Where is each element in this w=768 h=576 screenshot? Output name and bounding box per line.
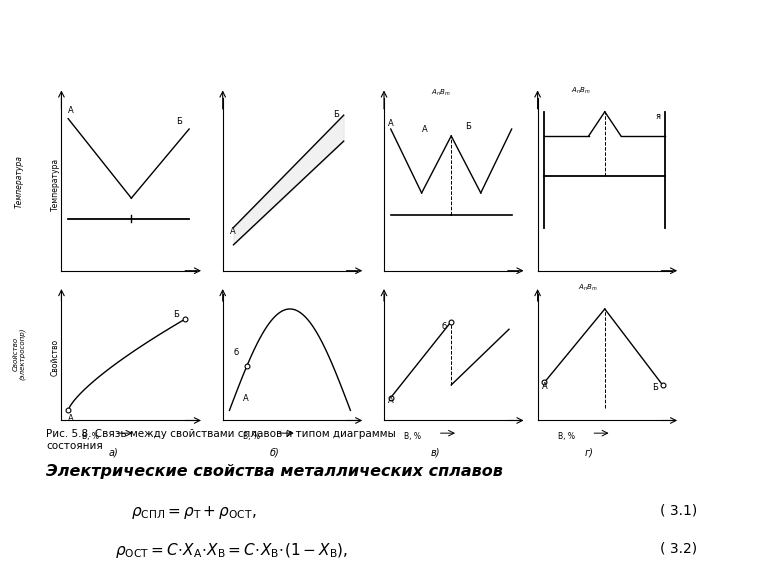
Text: $A_nB_m$: $A_nB_m$	[578, 283, 598, 293]
Text: Электрические свойства металлических сплавов: Электрические свойства металлических спл…	[46, 464, 503, 479]
Text: A: A	[68, 414, 74, 423]
Text: Б: Б	[333, 109, 339, 119]
Text: я: я	[656, 112, 661, 120]
Text: Рис. 5.8. Связь между свойствами сплавов и типом диаграммы
состояния: Рис. 5.8. Связь между свойствами сплавов…	[46, 429, 396, 450]
Text: Б: Б	[173, 309, 179, 319]
Text: A: A	[422, 126, 427, 134]
Text: A: A	[230, 227, 235, 236]
Text: A: A	[541, 382, 548, 391]
Text: $\rho_{\rm ОСТ} = C \!\cdot\! X_{\rm А} \!\cdot\! X_{\rm В} = C \!\cdot\! X_{\rm: $\rho_{\rm ОСТ} = C \!\cdot\! X_{\rm А} …	[115, 541, 349, 560]
Text: в): в)	[431, 448, 441, 458]
Text: $A_nB_m$: $A_nB_m$	[431, 88, 451, 98]
Text: A: A	[68, 106, 74, 115]
Text: A: A	[388, 119, 394, 127]
Text: ( 3.2): ( 3.2)	[660, 541, 697, 555]
Text: $\rho_{\rm СПЛ} = \rho_{\rm Т} + \rho_{\rm ОСТ},$: $\rho_{\rm СПЛ} = \rho_{\rm Т} + \rho_{\…	[131, 504, 257, 521]
Text: В, %: В, %	[558, 433, 574, 441]
Text: б): б)	[270, 448, 280, 458]
Text: A: A	[243, 395, 249, 403]
Text: $A_nB_m$: $A_nB_m$	[571, 86, 591, 96]
Text: ( 3.1): ( 3.1)	[660, 504, 698, 518]
Text: Температура: Температура	[15, 155, 24, 208]
Y-axis label: Температура: Температура	[51, 158, 60, 211]
Text: Б: Б	[465, 122, 471, 131]
Text: а): а)	[108, 448, 118, 458]
Text: Б: Б	[176, 116, 181, 126]
Text: A: A	[388, 396, 394, 405]
Y-axis label: Свойство: Свойство	[51, 339, 60, 376]
Text: В, %: В, %	[243, 433, 260, 441]
Text: В, %: В, %	[404, 433, 421, 441]
Text: г): г)	[584, 448, 594, 458]
Text: Свойство
(электросопр): Свойство (электросопр)	[12, 328, 26, 381]
Text: б: б	[233, 347, 239, 357]
Text: Б: Б	[652, 383, 657, 392]
Text: В, %: В, %	[81, 433, 98, 441]
Text: б: б	[442, 322, 447, 331]
